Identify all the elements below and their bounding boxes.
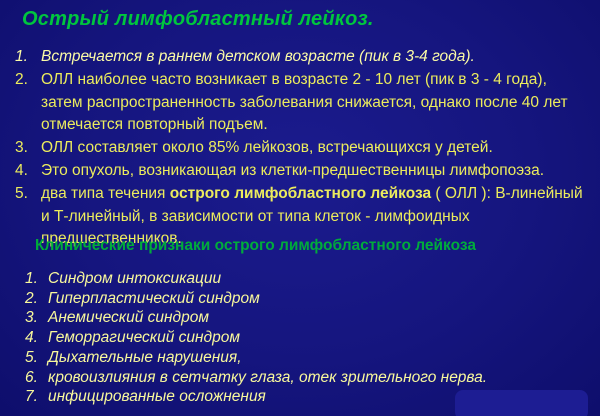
list-item-text: Гиперпластический синдром — [48, 289, 260, 307]
list-item: 5. два типа течения острого лимфобластно… — [15, 183, 587, 251]
list-item-text: инфицированные осложнения — [48, 388, 266, 406]
list-item: 5. Дыхательные нарушения, — [25, 348, 585, 368]
list-number: 7. — [25, 388, 38, 406]
list-item-text: Синдром интоксикации — [48, 270, 222, 287]
list-item: 2. ОЛЛ наиболее часто возникает в возрас… — [15, 69, 587, 137]
list-item: 3. ОЛЛ составляет около 85% лейкозов, вс… — [15, 137, 587, 160]
list-item-text: ОЛЛ наиболее часто возникает в возрасте … — [41, 70, 568, 134]
list-item-text: кровоизлияния в сетчатку глаза, отек зри… — [48, 368, 488, 386]
list-item: 2. Гиперпластический синдром — [25, 289, 585, 309]
list-number: 2. — [15, 70, 28, 88]
list-number: 4. — [15, 161, 28, 179]
bold-phrase: острого лимфобластного лейкоза — [169, 184, 432, 202]
list-number: 3. — [15, 139, 28, 157]
list-item-text: Анемический синдром — [48, 309, 209, 327]
list-number: 5. — [15, 184, 28, 202]
list-item: 3. Анемический синдром — [25, 308, 585, 328]
list-number: 1. — [25, 270, 38, 287]
list-number: 5. — [25, 348, 38, 366]
section-subtitle: Клинические признаки острого лимфобластн… — [35, 237, 476, 254]
list-item-text-segment: два типа течения — [41, 184, 170, 202]
list-number: 1. — [15, 48, 28, 65]
list-number: 3. — [25, 309, 38, 327]
list-item-text: Дыхательные нарушения, — [48, 348, 242, 366]
list-number: 6. — [25, 368, 38, 386]
facts-list: 1. Встречается в раннем детском возрасте… — [15, 46, 587, 251]
list-item-text: ОЛЛ составляет около 85% лейкозов, встре… — [41, 139, 493, 157]
list-number: 2. — [25, 289, 38, 307]
list-item: 1. Синдром интоксикации — [25, 269, 585, 289]
list-item: 7. инфицированные осложнения — [25, 387, 585, 407]
list-item-text: Это опухоль, возникающая из клетки-предш… — [41, 161, 545, 179]
list-item-text: Геморрагический синдром — [48, 329, 240, 347]
list-item: 4. Геморрагический синдром — [25, 328, 585, 348]
list-item-text: два типа течения острого лимфобластного … — [41, 183, 587, 251]
clinical-signs-list: 1. Синдром интоксикации 2. Гиперпластиче… — [25, 269, 585, 407]
list-item: 6. кровоизлияния в сетчатку глаза, отек … — [25, 368, 585, 388]
watermark-patch — [455, 390, 588, 416]
list-item-text: Встречается в раннем детском возрасте (п… — [41, 48, 475, 65]
list-item-text-segment: ( ОЛЛ ): В-линейный и Т-линейный, в зави… — [41, 184, 583, 248]
list-item: 1. Встречается в раннем детском возрасте… — [15, 46, 587, 69]
list-number: 4. — [25, 329, 38, 347]
slide-title: Острый лимфобластный лейкоз. — [22, 8, 374, 30]
list-item: 4. Это опухоль, возникающая из клетки-пр… — [15, 160, 587, 183]
